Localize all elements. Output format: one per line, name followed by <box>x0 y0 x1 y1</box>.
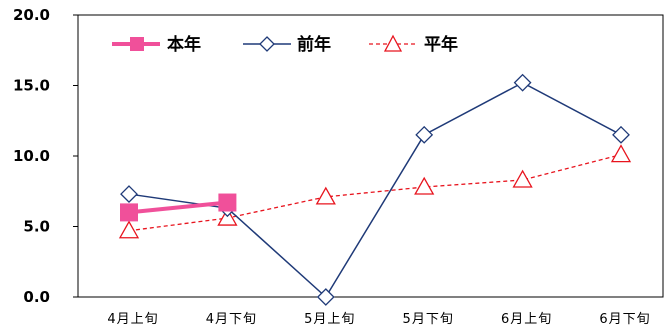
data-point <box>612 125 630 144</box>
y-tick-label: 5.0 <box>23 218 50 236</box>
plot-area <box>77 14 664 298</box>
x-tick-label: 4月下旬 <box>206 312 257 327</box>
legend-label-last-year: 前年 <box>297 34 331 55</box>
x-tick-label: 5月上旬 <box>304 312 355 327</box>
y-tick-label: 10.0 <box>13 147 50 165</box>
legend-item-last-year: 前年 <box>243 34 331 55</box>
data-point <box>512 169 533 188</box>
y-tick-label: 0.0 <box>23 288 50 306</box>
y-tick-label: 20.0 <box>13 6 50 24</box>
y-tick-label: 15.0 <box>13 77 50 95</box>
legend: 本年 前年 平年 <box>112 34 458 55</box>
x-tick-label: 5月下旬 <box>403 312 454 327</box>
x-tick-label: 4月上旬 <box>107 312 158 327</box>
data-point <box>316 288 335 306</box>
series-1 <box>120 193 237 222</box>
x-tick-label: 6月上旬 <box>501 312 552 327</box>
series-3 <box>118 144 632 239</box>
legend-label-this-year: 本年 <box>167 34 201 55</box>
series-line <box>128 200 228 215</box>
series-layer <box>118 73 632 306</box>
data-point <box>120 203 138 222</box>
data-point <box>610 144 632 163</box>
legend-item-normal-year: 平年 <box>369 34 458 55</box>
series-line <box>128 153 622 232</box>
data-point <box>513 73 532 92</box>
x-tick-label: 6月下旬 <box>599 312 650 327</box>
data-point <box>120 185 138 203</box>
data-point <box>315 186 336 205</box>
y-axis: 0.0 5.0 10.0 15.0 20.0 <box>13 6 78 306</box>
data-point <box>218 193 237 212</box>
data-point <box>118 220 140 239</box>
x-axis: 4月上旬 4月下旬 5月上旬 5月下旬 6月上旬 6月下旬 <box>107 312 650 327</box>
legend-label-normal-year: 平年 <box>424 34 458 55</box>
data-point <box>414 176 435 195</box>
legend-item-this-year: 本年 <box>112 34 201 55</box>
data-point <box>415 125 434 144</box>
